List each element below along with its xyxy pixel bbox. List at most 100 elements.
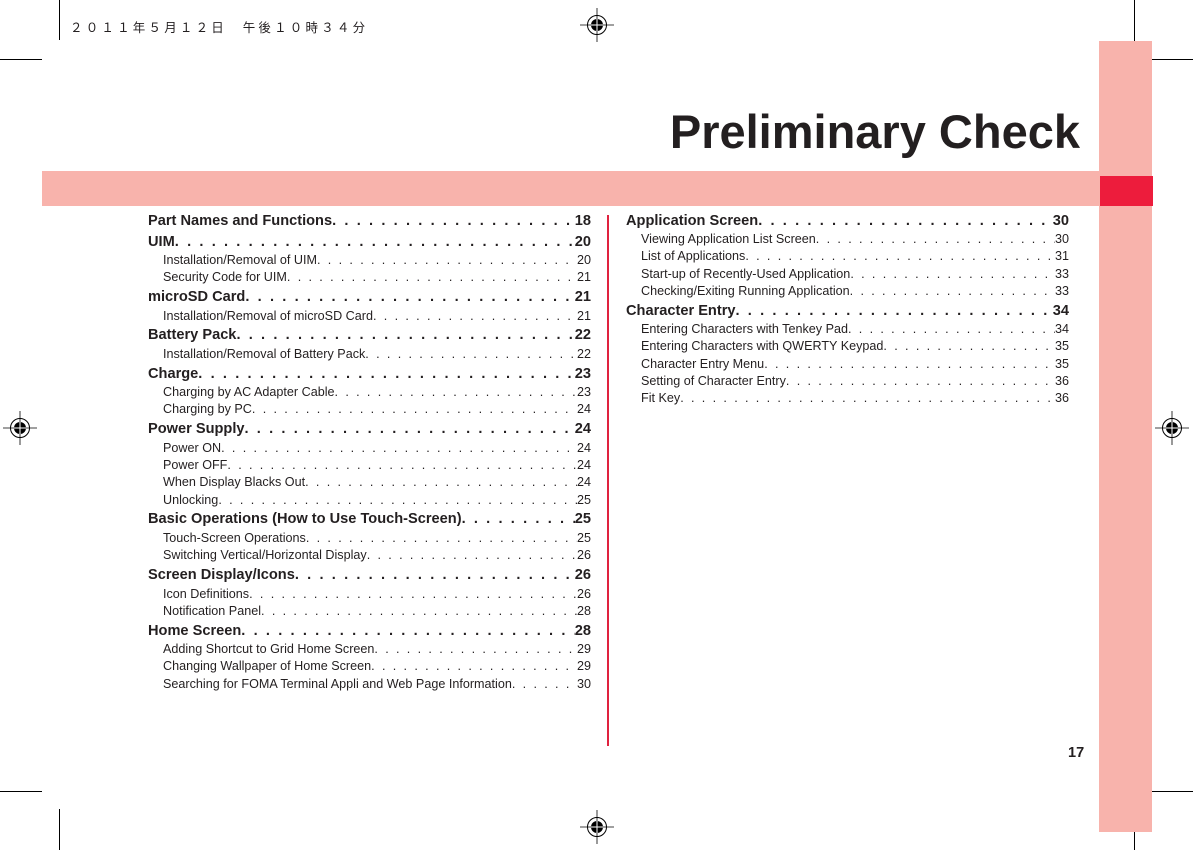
toc-section-entry[interactable]: Home Screen 28 (148, 622, 591, 642)
toc-leader-dots (883, 338, 1055, 355)
toc-leader-dots (305, 474, 577, 491)
toc-subsection-entry[interactable]: Installation/Removal of microSD Card 21 (148, 308, 591, 325)
toc-entry-page: 35 (1054, 356, 1069, 371)
toc-subsection-entry[interactable]: Entering Characters with QWERTY Keypad 35 (626, 338, 1069, 355)
toc-leader-dots (332, 212, 575, 232)
crop-mark (0, 791, 42, 792)
toc-entry-label: Unlocking (163, 492, 219, 507)
toc-leader-dots (287, 269, 577, 286)
toc-entry-page: 36 (1054, 374, 1069, 389)
toc-subsection-entry[interactable]: When Display Blacks Out 24 (148, 474, 591, 491)
toc-entry-label: Home Screen (148, 622, 242, 639)
toc-entry-page: 30 (576, 676, 591, 691)
toc-entry-page: 26 (576, 548, 591, 563)
toc-section-entry[interactable]: Part Names and Functions 18 (148, 212, 591, 232)
toc-section-entry[interactable]: Charge 23 (148, 365, 591, 385)
toc-leader-dots (227, 457, 577, 474)
toc-entry-page: 34 (1054, 322, 1069, 337)
toc-entry-page: 22 (576, 346, 591, 361)
toc-section-entry[interactable]: Basic Operations (How to Use Touch-Scree… (148, 510, 591, 530)
toc-leader-dots (221, 440, 577, 457)
crop-mark (0, 59, 42, 60)
toc-leader-dots (680, 390, 1055, 407)
toc-entry-page: 24 (576, 402, 591, 417)
toc-section-entry[interactable]: Power Supply 24 (148, 420, 591, 440)
toc-subsection-entry[interactable]: Touch-Screen Operations 25 (148, 530, 591, 547)
toc-subsection-entry[interactable]: Adding Shortcut to Grid Home Screen 29 (148, 641, 591, 658)
toc-leader-dots (198, 365, 574, 385)
toc-entry-page: 29 (576, 642, 591, 657)
toc-subsection-entry[interactable]: Icon Definitions 26 (148, 586, 591, 603)
toc-entry-label: Charging by PC (163, 402, 252, 417)
toc-entry-label: Power Supply (148, 421, 245, 438)
toc-subsection-entry[interactable]: Power OFF 24 (148, 457, 591, 474)
toc-subsection-entry[interactable]: Switching Vertical/Horizontal Display 26 (148, 547, 591, 564)
toc-leader-dots (252, 401, 577, 418)
toc-subsection-entry[interactable]: Fit Key 36 (626, 390, 1069, 407)
toc-leader-dots (745, 248, 1055, 265)
toc-entry-label: Charging by AC Adapter Cable (163, 385, 335, 400)
toc-entry-page: 30 (1054, 232, 1069, 246)
toc-entry-page: 22 (574, 327, 591, 344)
toc-section-entry[interactable]: UIM 20 (148, 233, 591, 253)
page-number: 17 (1068, 745, 1085, 761)
toc-leader-dots (335, 384, 577, 401)
crop-mark (1134, 0, 1135, 41)
toc-leader-dots (850, 266, 1055, 283)
crop-mark (59, 809, 60, 850)
toc-entry-label: Security Code for UIM (163, 270, 287, 285)
toc-subsection-entry[interactable]: Searching for FOMA Terminal Appli and We… (148, 676, 591, 693)
toc-leader-dots (245, 288, 574, 308)
toc-leader-dots (786, 373, 1055, 390)
toc-section-entry[interactable]: Battery Pack 22 (148, 326, 591, 346)
toc-left-column: Part Names and Functions18UIM20Installat… (148, 210, 591, 693)
toc-subsection-entry[interactable]: Start-up of Recently-Used Application 33 (626, 266, 1069, 283)
toc-subsection-entry[interactable]: Charging by PC 24 (148, 401, 591, 418)
toc-entry-page: 20 (576, 253, 591, 267)
toc-section-entry[interactable]: Character Entry 34 (626, 302, 1069, 322)
toc-section-entry[interactable]: Screen Display/Icons 26 (148, 566, 591, 586)
toc-entry-page: 25 (576, 492, 591, 507)
header-band (42, 171, 1100, 206)
toc-entry-label: Character Entry Menu (641, 356, 765, 371)
toc-entry-page: 33 (1054, 283, 1069, 298)
toc-subsection-entry[interactable]: Charging by AC Adapter Cable 23 (148, 384, 591, 401)
toc-subsection-entry[interactable]: List of Applications 31 (626, 248, 1069, 265)
toc-entry-page: 26 (574, 567, 591, 584)
toc-leader-dots (371, 658, 577, 675)
toc-leader-dots (295, 566, 575, 586)
toc-subsection-entry[interactable]: Power ON 24 (148, 440, 591, 457)
toc-entry-page: 35 (1054, 339, 1069, 354)
toc-entry-label: Part Names and Functions (148, 212, 333, 229)
toc-entry-label: Icon Definitions (163, 586, 250, 601)
toc-leader-dots (816, 231, 1055, 248)
toc-subsection-entry[interactable]: Viewing Application List Screen 30 (626, 231, 1069, 248)
toc-subsection-entry[interactable]: Notification Panel 28 (148, 603, 591, 620)
toc-leader-dots (462, 510, 575, 530)
toc-leader-dots (373, 308, 577, 325)
toc-subsection-entry[interactable]: Security Code for UIM 21 (148, 269, 591, 286)
toc-leader-dots (374, 641, 577, 658)
toc-section-entry[interactable]: Application Screen 30 (626, 212, 1069, 232)
toc-entry-label: Application Screen (626, 212, 759, 229)
toc-leader-dots (367, 547, 577, 564)
toc-entry-page: 24 (576, 475, 591, 490)
toc-leader-dots (241, 622, 574, 642)
toc-entry-label: Power ON (163, 440, 222, 455)
toc-entry-page: 18 (574, 212, 591, 229)
toc-entry-label: Fit Key (641, 391, 681, 406)
toc-entry-label: Basic Operations (How to Use Touch-Scree… (148, 511, 462, 528)
toc-section-entry[interactable]: microSD Card 21 (148, 288, 591, 308)
toc-subsection-entry[interactable]: Unlocking 25 (148, 492, 591, 509)
toc-entry-page: 20 (574, 233, 591, 250)
toc-subsection-entry[interactable]: Changing Wallpaper of Home Screen 29 (148, 658, 591, 675)
toc-subsection-entry[interactable]: Installation/Removal of Battery Pack 22 (148, 346, 591, 363)
toc-subsection-entry[interactable]: Installation/Removal of UIM 20 (148, 252, 591, 269)
toc-entry-page: 23 (574, 365, 591, 382)
toc-leader-dots (218, 492, 577, 509)
toc-subsection-entry[interactable]: Entering Characters with Tenkey Pad 34 (626, 321, 1069, 338)
toc-subsection-entry[interactable]: Checking/Exiting Running Application 33 (626, 283, 1069, 300)
toc-subsection-entry[interactable]: Character Entry Menu 35 (626, 356, 1069, 373)
chapter-tab-marker (1100, 176, 1153, 206)
toc-subsection-entry[interactable]: Setting of Character Entry 36 (626, 373, 1069, 390)
